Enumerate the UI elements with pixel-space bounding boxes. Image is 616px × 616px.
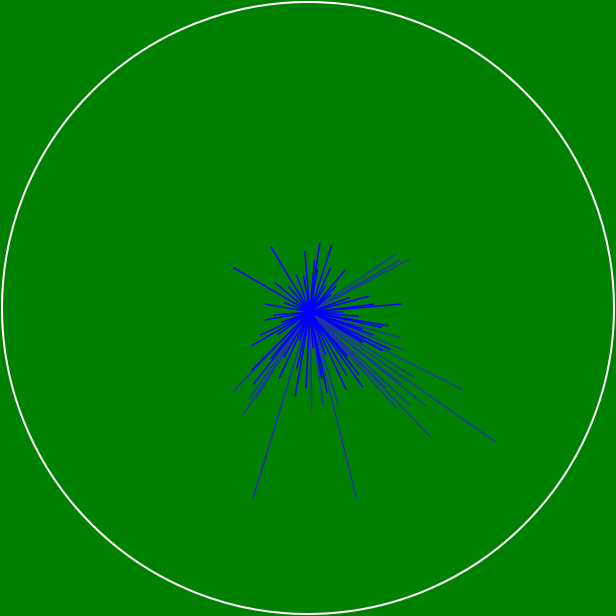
shot-line-1 xyxy=(309,244,333,313)
shot-line-48 xyxy=(309,311,391,351)
shot-line-43 xyxy=(309,311,347,391)
shot-line-26 xyxy=(305,311,311,389)
shot-line-12 xyxy=(251,311,311,500)
shot-line-13 xyxy=(309,311,358,500)
shot-line-27 xyxy=(309,311,340,406)
shot-line-71 xyxy=(309,311,397,409)
shot-line-76 xyxy=(283,311,311,358)
shot-line-61 xyxy=(309,267,332,313)
shot-line-30 xyxy=(264,303,311,313)
shot-line-73 xyxy=(309,311,363,330)
shot-line-3 xyxy=(309,253,397,313)
shot-line-47 xyxy=(309,311,415,378)
shot-line-60 xyxy=(309,260,316,313)
shot-line-46 xyxy=(309,311,403,385)
shot-line-23 xyxy=(309,303,374,313)
shot-line-77 xyxy=(273,311,311,316)
shot-line-45 xyxy=(309,311,387,389)
shot-line-74 xyxy=(309,311,382,329)
crease-origin xyxy=(304,306,316,318)
shot-line-78 xyxy=(303,250,311,313)
shot-line-70 xyxy=(252,311,311,385)
shot-line-42 xyxy=(309,311,348,376)
shot-line-51 xyxy=(278,311,311,379)
shot-line-32 xyxy=(295,274,311,313)
shot-line-57 xyxy=(274,281,311,313)
shot-line-72 xyxy=(309,311,360,376)
shot-line-68 xyxy=(251,311,311,371)
shot-line-14 xyxy=(309,311,496,443)
shot-line-69 xyxy=(251,311,311,347)
shot-line-18 xyxy=(309,311,412,407)
shot-line-9 xyxy=(247,311,311,401)
shot-line-25 xyxy=(309,311,313,410)
shot-lines xyxy=(232,242,496,500)
shot-line-75 xyxy=(309,311,328,393)
shot-line-63 xyxy=(309,295,370,313)
shot-line-6 xyxy=(232,266,311,313)
shot-line-5 xyxy=(309,258,411,313)
shot-line-50 xyxy=(294,311,311,397)
shot-line-79 xyxy=(309,269,347,313)
shot-line-65 xyxy=(309,311,327,356)
